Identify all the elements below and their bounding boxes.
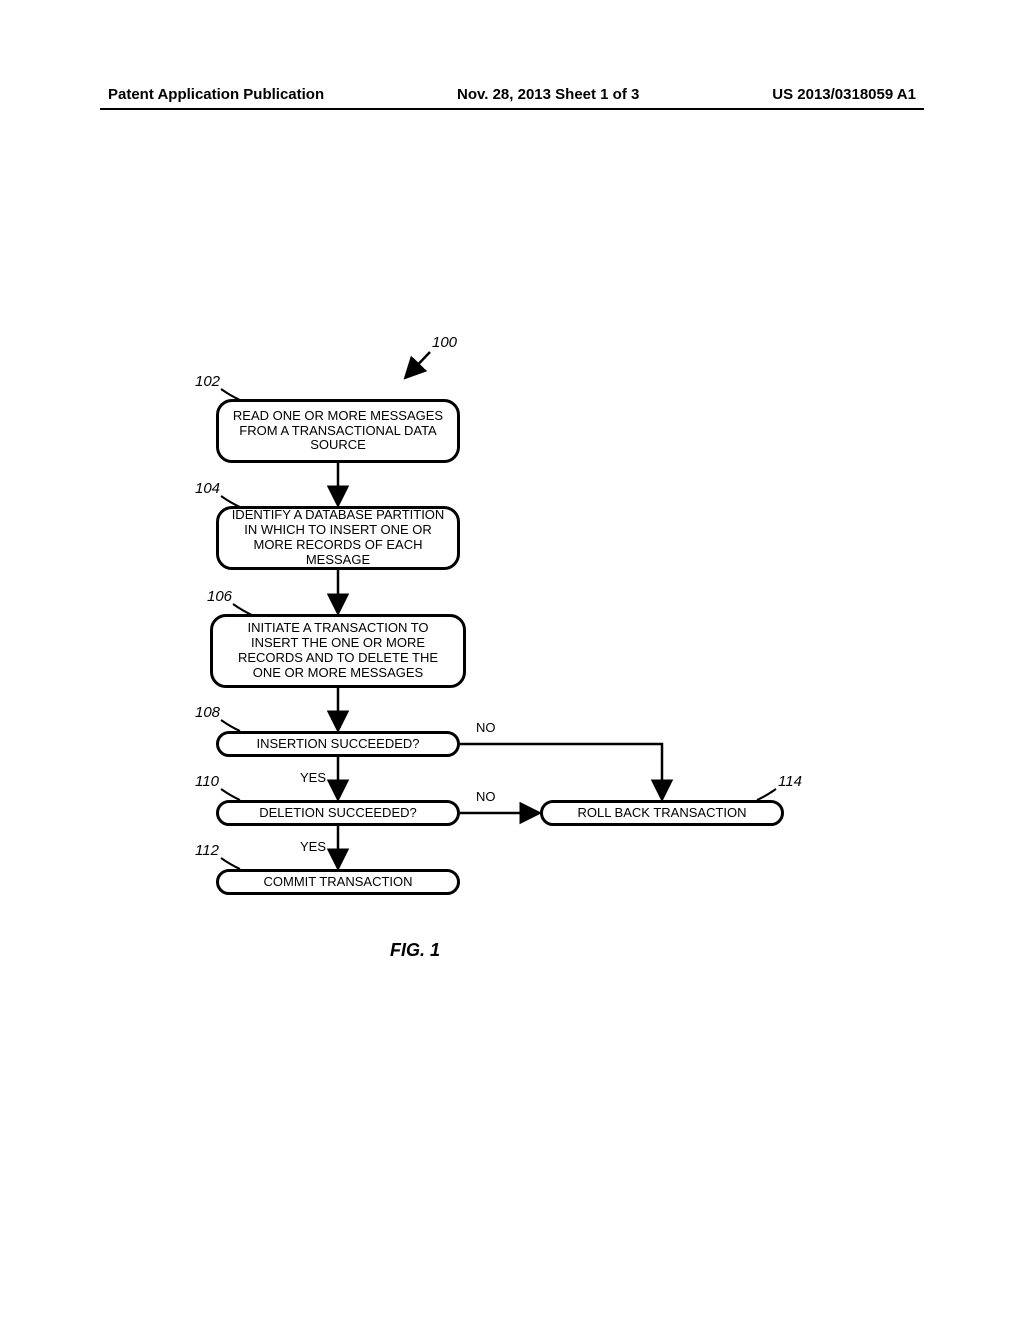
- ref-104: 104: [195, 480, 220, 497]
- ref-102: 102: [195, 373, 220, 390]
- header-row: Patent Application Publication Nov. 28, …: [0, 86, 1024, 103]
- ref-114: 114: [778, 773, 802, 790]
- label-no-108: NO: [476, 720, 496, 735]
- node-identify-partition: IDENTIFY A DATABASE PARTITION IN WHICH T…: [216, 506, 460, 570]
- figure-label: FIG. 1: [390, 940, 440, 961]
- page: Patent Application Publication Nov. 28, …: [0, 0, 1024, 1320]
- flowchart-arrows: [0, 0, 1024, 1320]
- label-no-110: NO: [476, 789, 496, 804]
- node-commit-transaction: COMMIT TRANSACTION: [216, 869, 460, 895]
- node-initiate-transaction: INITIATE A TRANSACTION TO INSERT THE ONE…: [210, 614, 466, 688]
- node-deletion-succeeded: DELETION SUCCEEDED?: [216, 800, 460, 826]
- ref-108: 108: [195, 704, 220, 721]
- node-insertion-succeeded: INSERTION SUCCEEDED?: [216, 731, 460, 757]
- label-yes-108: YES: [300, 770, 326, 785]
- node-read-messages: READ ONE OR MORE MESSAGES FROM A TRANSAC…: [216, 399, 460, 463]
- ref-112: 112: [195, 842, 219, 859]
- header-left: Patent Application Publication: [108, 86, 324, 103]
- node-rollback-transaction: ROLL BACK TRANSACTION: [540, 800, 784, 826]
- label-yes-110: YES: [300, 839, 326, 854]
- ref-106: 106: [207, 588, 232, 605]
- header-center: Nov. 28, 2013 Sheet 1 of 3: [457, 86, 639, 103]
- header-rule: [100, 108, 924, 110]
- header-right: US 2013/0318059 A1: [772, 86, 916, 103]
- ref-100: 100: [432, 334, 457, 351]
- ref-110: 110: [195, 773, 219, 790]
